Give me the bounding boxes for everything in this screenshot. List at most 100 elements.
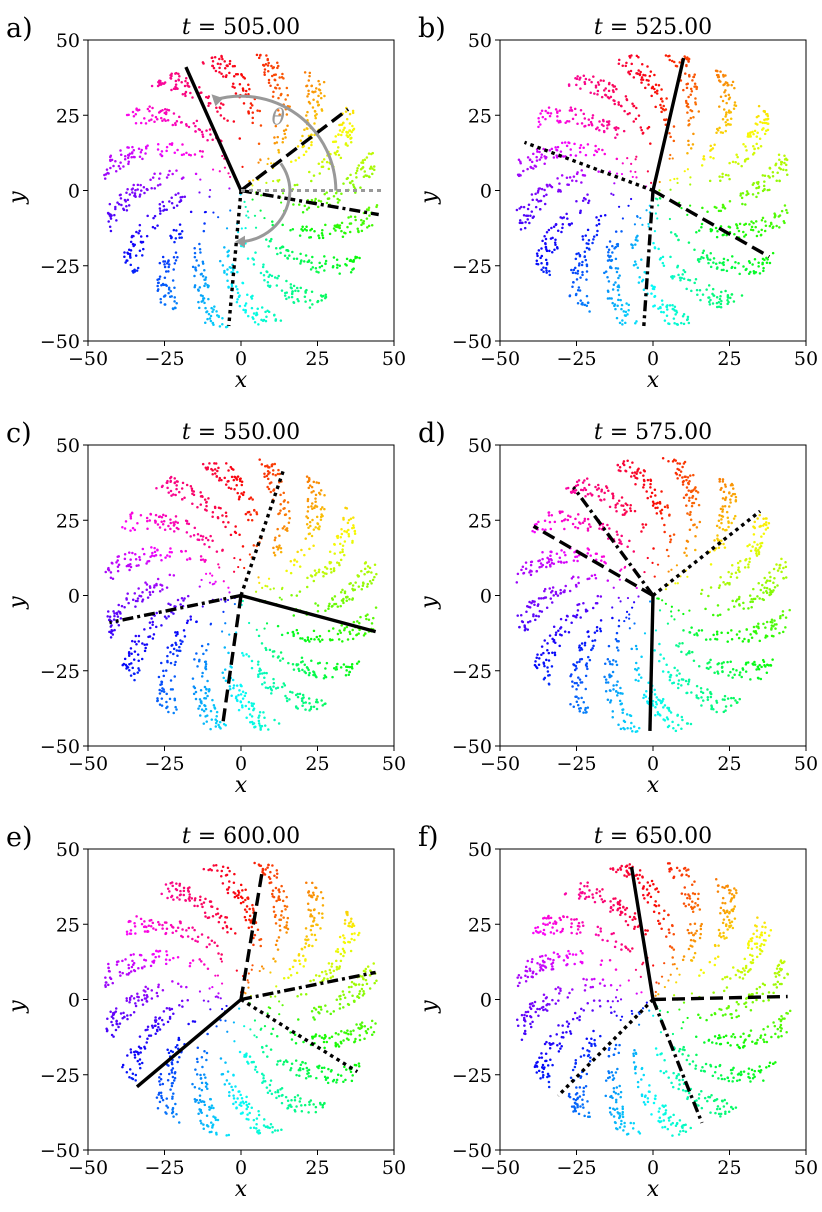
particle xyxy=(706,256,709,259)
particle xyxy=(209,534,212,538)
particle xyxy=(640,76,644,79)
particle xyxy=(597,495,601,498)
particle xyxy=(312,98,315,101)
particle xyxy=(162,513,165,517)
particle xyxy=(709,563,713,566)
particle xyxy=(175,643,178,647)
particle xyxy=(295,706,298,709)
particle xyxy=(313,122,316,125)
particle xyxy=(642,478,646,482)
particle xyxy=(658,196,661,200)
particle xyxy=(109,217,113,220)
particle xyxy=(673,618,676,621)
particle xyxy=(768,224,772,228)
particle xyxy=(550,514,554,517)
particle xyxy=(342,663,346,666)
particle xyxy=(336,201,340,204)
particle xyxy=(278,534,281,537)
particle xyxy=(725,111,728,114)
particle xyxy=(564,121,567,124)
particle xyxy=(698,520,702,524)
particle xyxy=(606,127,609,130)
particle xyxy=(172,206,176,209)
particle xyxy=(554,633,558,637)
particle xyxy=(217,563,220,566)
particle xyxy=(158,207,162,210)
particle xyxy=(153,214,157,218)
particle xyxy=(233,487,236,491)
particle xyxy=(305,666,309,669)
particle xyxy=(342,954,345,958)
particle xyxy=(670,568,673,571)
particle xyxy=(578,254,582,258)
particle xyxy=(537,615,541,618)
particle xyxy=(258,724,262,727)
particle xyxy=(649,478,652,482)
particle xyxy=(572,280,575,284)
particle xyxy=(582,711,585,714)
particle xyxy=(321,896,325,900)
particle xyxy=(131,551,134,555)
particle xyxy=(158,172,162,175)
particle xyxy=(584,687,588,691)
particle xyxy=(715,235,719,239)
particle xyxy=(251,116,255,120)
particle xyxy=(657,597,660,600)
particle xyxy=(107,172,110,175)
particle xyxy=(575,585,578,588)
particle xyxy=(155,582,158,586)
particle xyxy=(620,303,624,307)
particle xyxy=(664,54,668,57)
particle xyxy=(136,109,140,112)
particle xyxy=(648,74,652,78)
particle xyxy=(322,80,326,84)
particle xyxy=(737,566,740,569)
particle xyxy=(339,631,342,634)
particle xyxy=(560,561,563,564)
particle xyxy=(614,230,618,233)
particle xyxy=(593,92,596,95)
particle xyxy=(244,512,248,516)
particle xyxy=(289,974,293,977)
particle xyxy=(128,152,132,155)
particle xyxy=(148,585,152,588)
particle xyxy=(145,583,149,586)
particle xyxy=(617,126,620,130)
particle xyxy=(300,699,304,703)
particle xyxy=(652,502,656,505)
particle xyxy=(127,601,130,605)
particle xyxy=(634,678,637,682)
particle xyxy=(257,660,260,663)
particle xyxy=(621,323,624,326)
particle xyxy=(661,457,665,460)
particle xyxy=(575,278,579,281)
particle xyxy=(660,490,663,493)
particle xyxy=(726,581,729,585)
particle xyxy=(617,596,620,599)
particle xyxy=(760,535,763,538)
particle xyxy=(720,518,723,521)
particle xyxy=(621,711,624,714)
particle xyxy=(549,591,553,594)
particle xyxy=(176,521,180,524)
particle xyxy=(172,647,176,651)
x-axis-label: x xyxy=(647,773,660,798)
particle xyxy=(707,296,711,299)
particle xyxy=(575,77,579,81)
particle xyxy=(163,276,167,280)
particle xyxy=(131,526,135,530)
particle xyxy=(619,469,622,473)
particle xyxy=(342,121,345,125)
particle xyxy=(671,277,674,280)
particle xyxy=(259,271,263,275)
particle xyxy=(547,558,551,561)
particle xyxy=(152,216,155,220)
particle xyxy=(285,113,289,116)
particle xyxy=(581,173,585,177)
particle xyxy=(111,577,115,581)
particle xyxy=(203,284,206,288)
particle xyxy=(551,236,554,240)
particle xyxy=(236,298,239,301)
particle xyxy=(570,621,573,625)
particle xyxy=(315,87,318,90)
